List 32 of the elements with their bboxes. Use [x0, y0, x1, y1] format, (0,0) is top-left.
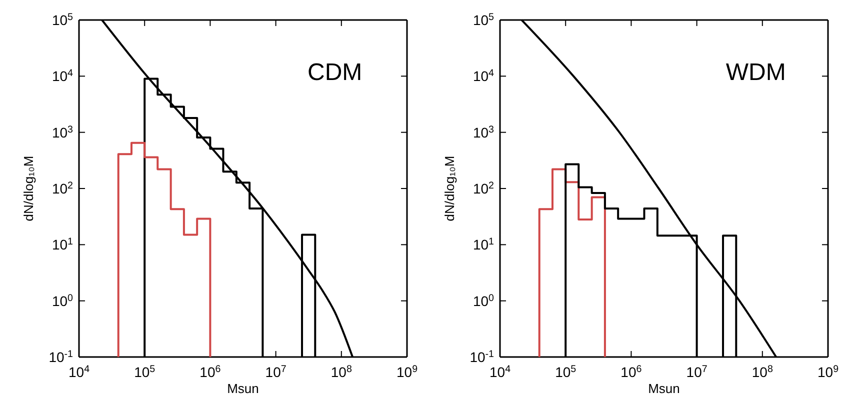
- x-tick-label: 10$^{7}$: [265, 364, 286, 380]
- annotation: WDM: [726, 59, 786, 86]
- x-tick-label: 10$^{5}$: [555, 364, 577, 380]
- x-tick-label: 10$^{6}$: [200, 364, 222, 380]
- y-tick-label: 10$^{-1}$: [48, 348, 73, 365]
- x-axis-title: Msun: [648, 381, 680, 396]
- y-axis-title: dN/dlog₁₀M: [442, 156, 457, 222]
- y-tick-label: 10$^{0}$: [52, 292, 74, 309]
- y-tick-label: 10$^{-1}$: [470, 348, 494, 365]
- y-tick-label: 10$^{3}$: [52, 124, 74, 140]
- y-axis-title: dN/dlog₁₀M: [21, 156, 36, 222]
- x-tick-label: 10$^{9}$: [396, 364, 418, 380]
- y-tick-label: 10$^{5}$: [472, 12, 495, 28]
- y-tick-label: 10$^{0}$: [472, 292, 495, 309]
- x-tick-label: 10$^{8}$: [752, 364, 774, 380]
- x-tick-label: 10$^{8}$: [330, 364, 352, 380]
- x-tick-label: 10$^{9}$: [817, 364, 839, 380]
- x-tick-label: 10$^{7}$: [686, 364, 708, 380]
- y-tick-label: 10$^{1}$: [472, 236, 494, 253]
- y-tick-label: 10$^{2}$: [472, 180, 494, 196]
- y-tick-label: 10$^{2}$: [52, 180, 73, 196]
- y-tick-label: 10$^{3}$: [472, 124, 495, 140]
- x-axis-title: Msun: [227, 381, 259, 396]
- y-tick-label: 10$^{4}$: [472, 68, 495, 84]
- x-tick-label: 10$^{5}$: [134, 364, 156, 380]
- x-tick-label: 10$^{6}$: [620, 364, 642, 380]
- x-tick-label: 10$^{4}$: [489, 364, 512, 380]
- y-tick-label: 10$^{5}$: [52, 12, 74, 28]
- y-tick-label: 10$^{1}$: [52, 236, 73, 253]
- y-tick-label: 10$^{4}$: [52, 68, 74, 84]
- x-tick-label: 10$^{4}$: [68, 364, 90, 380]
- annotation: CDM: [308, 59, 362, 86]
